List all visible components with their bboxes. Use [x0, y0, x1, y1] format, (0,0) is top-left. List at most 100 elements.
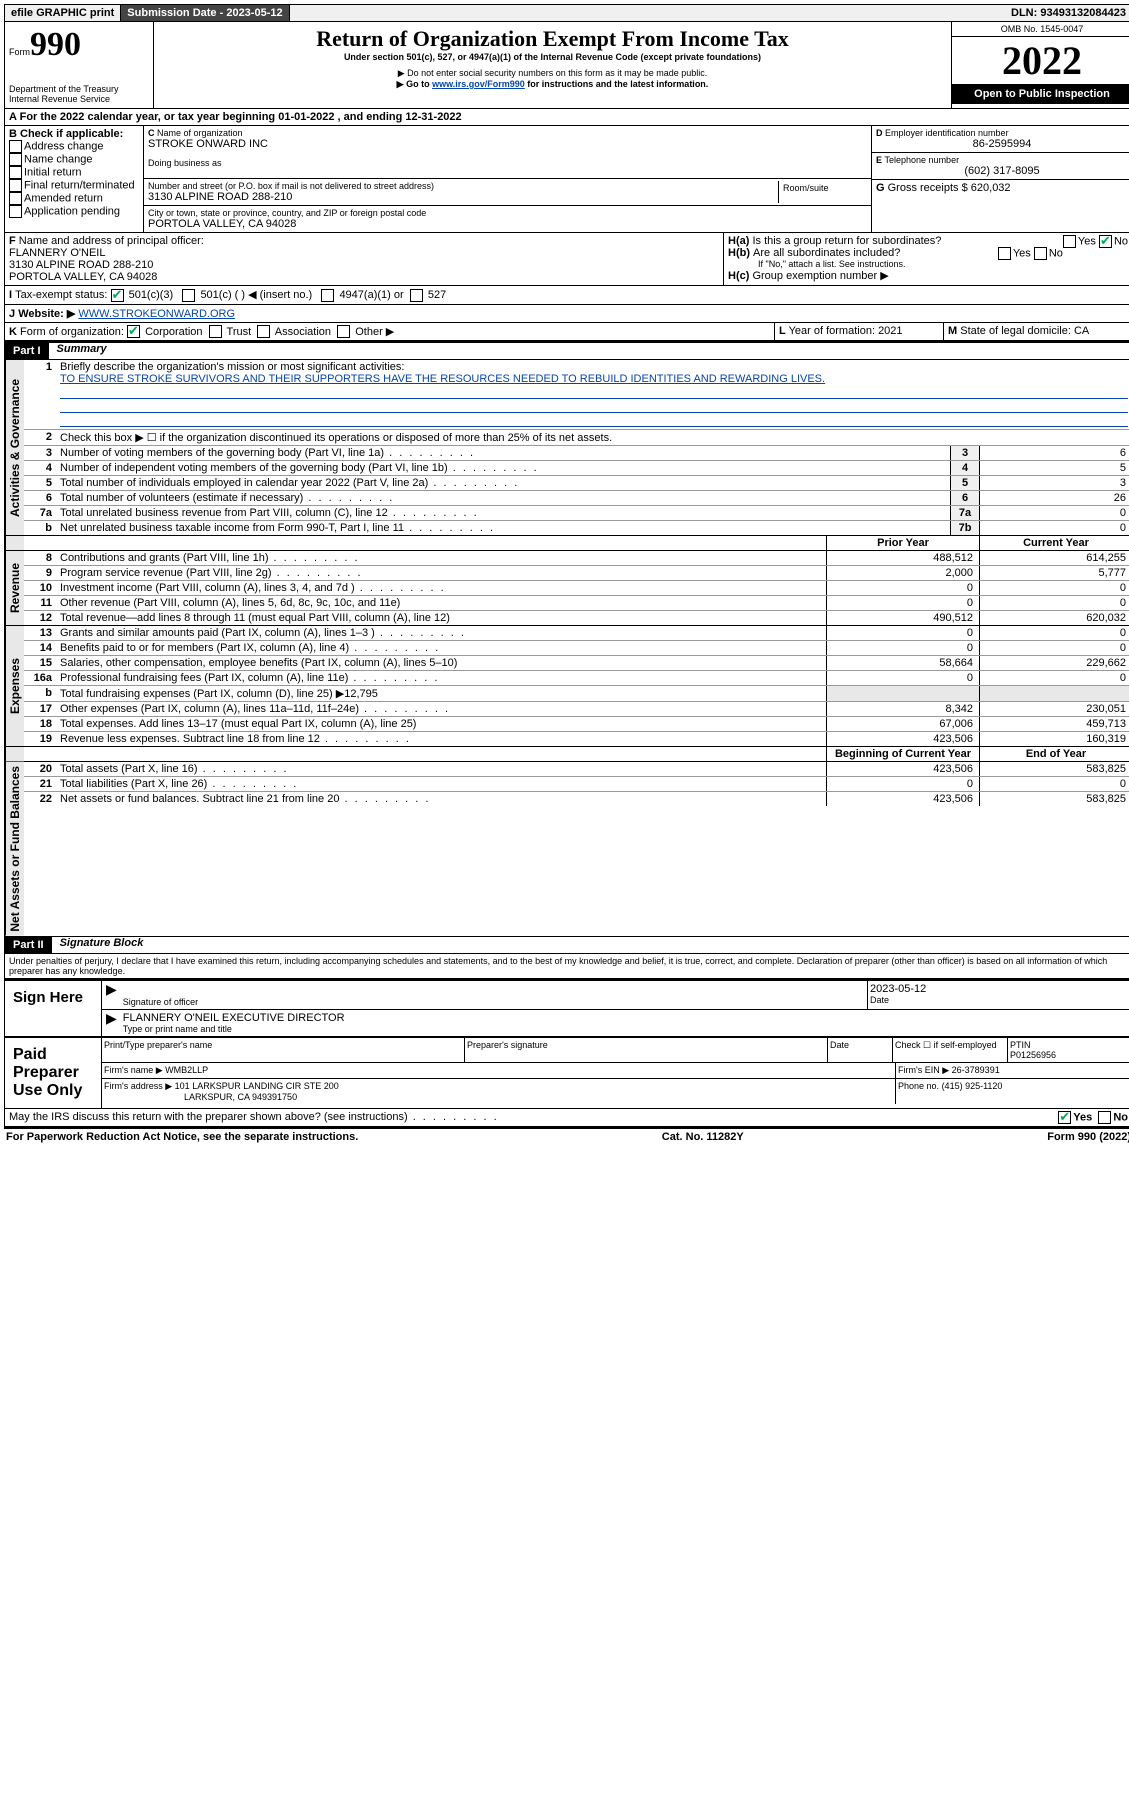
- officer-name: FLANNERY O'NEIL: [9, 247, 719, 259]
- tax-exempt-status: I Tax-exempt status: 501(c)(3) 501(c) ( …: [4, 286, 1129, 305]
- klm-row: K Form of organization: Corporation Trus…: [4, 323, 1129, 342]
- val-7b: 0: [979, 521, 1129, 535]
- check-4947[interactable]: [321, 289, 334, 302]
- footer-right: Form 990 (2022): [1047, 1131, 1129, 1143]
- room-suite: Room/suite: [779, 181, 867, 203]
- irs-label: Internal Revenue Service: [9, 94, 149, 104]
- discuss-no[interactable]: [1098, 1111, 1111, 1124]
- check-corporation[interactable]: [127, 325, 140, 338]
- arrow-icon: ▶: [102, 1010, 121, 1036]
- form-number: 990: [30, 26, 81, 63]
- part1-title: Summary: [49, 343, 107, 359]
- entity-block: B Check if applicable: Address change Na…: [4, 126, 1129, 233]
- ha-no[interactable]: [1099, 235, 1112, 248]
- subtitle-3: ▶ Go to www.irs.gov/Form990 for instruct…: [158, 79, 947, 90]
- tab-governance: Activities & Governance: [5, 360, 24, 535]
- perjury-statement: Under penalties of perjury, I declare th…: [4, 954, 1129, 979]
- page-footer: For Paperwork Reduction Act Notice, see …: [4, 1127, 1129, 1145]
- paid-preparer-block: Paid Preparer Use Only Print/Type prepar…: [4, 1037, 1129, 1109]
- ha-yes[interactable]: [1063, 235, 1076, 248]
- firm-address: 101 LARKSPUR LANDING CIR STE 200: [175, 1081, 339, 1091]
- top-bar: efile GRAPHIC print Submission Date - 20…: [4, 4, 1129, 22]
- gross-receipts: 620,032: [971, 182, 1011, 194]
- tab-expenses: Expenses: [5, 626, 24, 746]
- mission-text: TO ENSURE STROKE SURVIVORS AND THEIR SUP…: [60, 373, 825, 385]
- footer-left: For Paperwork Reduction Act Notice, see …: [6, 1131, 358, 1143]
- submission-date: Submission Date - 2023-05-12: [121, 5, 289, 21]
- check-amended[interactable]: Amended return: [9, 192, 139, 205]
- officer-name-title: FLANNERY O'NEIL EXECUTIVE DIRECTOR: [123, 1012, 1129, 1024]
- dept-treasury: Department of the Treasury: [9, 84, 149, 94]
- year-formation: L Year of formation: 2021: [775, 323, 944, 341]
- col-prior: Prior Year: [826, 536, 979, 550]
- check-527[interactable]: [410, 289, 423, 302]
- check-association[interactable]: [257, 325, 270, 338]
- paid-preparer-label: Paid Preparer Use Only: [5, 1038, 102, 1108]
- part1-header: Part I: [5, 343, 49, 359]
- sig-date: 2023-05-12: [870, 983, 1129, 995]
- section-governance: Activities & Governance 1 Briefly descri…: [4, 360, 1129, 536]
- check-name-change[interactable]: Name change: [9, 153, 139, 166]
- part2-title: Signature Block: [52, 937, 144, 953]
- h-b: H(b) Are all subordinates included? Yes …: [728, 247, 1128, 259]
- irs-link[interactable]: www.irs.gov/Form990: [432, 79, 525, 89]
- officer-group-block: F Name and address of principal officer:…: [4, 233, 1129, 286]
- check-application-pending[interactable]: Application pending: [9, 205, 139, 218]
- tab-revenue: Revenue: [5, 551, 24, 625]
- check-501c[interactable]: [182, 289, 195, 302]
- subtitle-1: Under section 501(c), 527, or 4947(a)(1)…: [158, 52, 947, 62]
- col-current: Current Year: [979, 536, 1129, 550]
- firm-phone: (415) 925-1120: [942, 1081, 1003, 1091]
- footer-mid: Cat. No. 11282Y: [662, 1131, 744, 1143]
- tab-net-assets: Net Assets or Fund Balances: [5, 762, 24, 936]
- tax-year: 2022: [952, 37, 1129, 84]
- arrow-icon: ▶: [102, 981, 121, 1009]
- col-end: End of Year: [979, 747, 1129, 761]
- val-5: 3: [979, 476, 1129, 490]
- check-501c3[interactable]: [111, 289, 124, 302]
- firm-name: WMB2LLP: [165, 1065, 208, 1075]
- hb-no[interactable]: [1034, 247, 1047, 260]
- check-other[interactable]: [337, 325, 350, 338]
- efile-label[interactable]: efile GRAPHIC print: [5, 5, 121, 21]
- section-expenses: Expenses 13Grants and similar amounts pa…: [4, 626, 1129, 747]
- subtitle-2: ▶ Do not enter social security numbers o…: [158, 68, 947, 79]
- col-begin: Beginning of Current Year: [826, 747, 979, 761]
- telephone: (602) 317-8095: [876, 165, 1128, 177]
- org-city: PORTOLA VALLEY, CA 94028: [148, 218, 867, 230]
- org-name: STROKE ONWARD INC: [148, 138, 867, 150]
- check-self-employed[interactable]: Check ☐ if self-employed: [893, 1038, 1008, 1062]
- check-initial-return[interactable]: Initial return: [9, 166, 139, 179]
- check-final-return[interactable]: Final return/terminated: [9, 179, 139, 192]
- open-inspection: Open to Public Inspection: [952, 84, 1129, 104]
- omb-number: OMB No. 1545-0047: [952, 22, 1129, 37]
- check-address-change[interactable]: Address change: [9, 140, 139, 153]
- org-address: 3130 ALPINE ROAD 288-210: [148, 191, 778, 203]
- ein: 86-2595994: [876, 138, 1128, 150]
- ptin: P01256956: [1010, 1050, 1056, 1060]
- website-link[interactable]: WWW.STROKEONWARD.ORG: [78, 308, 235, 320]
- line-a: A For the 2022 calendar year, or tax yea…: [4, 109, 1129, 126]
- check-trust[interactable]: [209, 325, 222, 338]
- firm-ein: 26-3789391: [952, 1065, 1000, 1075]
- form-title: Return of Organization Exempt From Incom…: [158, 26, 947, 52]
- dln: DLN: 93493132084423: [1005, 5, 1129, 21]
- val-7a: 0: [979, 506, 1129, 520]
- website-row: J Website: ▶ WWW.STROKEONWARD.ORG: [4, 305, 1129, 323]
- val-4: 5: [979, 461, 1129, 475]
- discuss-yes[interactable]: [1058, 1111, 1071, 1124]
- val-3: 6: [979, 446, 1129, 460]
- discuss-row: May the IRS discuss this return with the…: [4, 1109, 1129, 1127]
- tab-net-assets-spacer: [5, 747, 24, 761]
- h-c: H(c) Group exemption number ▶: [728, 269, 1128, 282]
- section-net-assets: Net Assets or Fund Balances 20Total asse…: [4, 762, 1129, 937]
- h-a: H(a) Is this a group return for subordin…: [728, 235, 1128, 247]
- hb-yes[interactable]: [998, 247, 1011, 260]
- sign-here-label: Sign Here: [5, 981, 102, 1036]
- section-revenue: Revenue 8Contributions and grants (Part …: [4, 551, 1129, 626]
- val-6: 26: [979, 491, 1129, 505]
- state-domicile: M State of legal domicile: CA: [944, 323, 1129, 341]
- part2-header: Part II: [5, 937, 52, 953]
- sign-here-block: Sign Here ▶ Signature of officer 2023-05…: [4, 979, 1129, 1037]
- form-header: Form990 Department of the Treasury Inter…: [4, 22, 1129, 109]
